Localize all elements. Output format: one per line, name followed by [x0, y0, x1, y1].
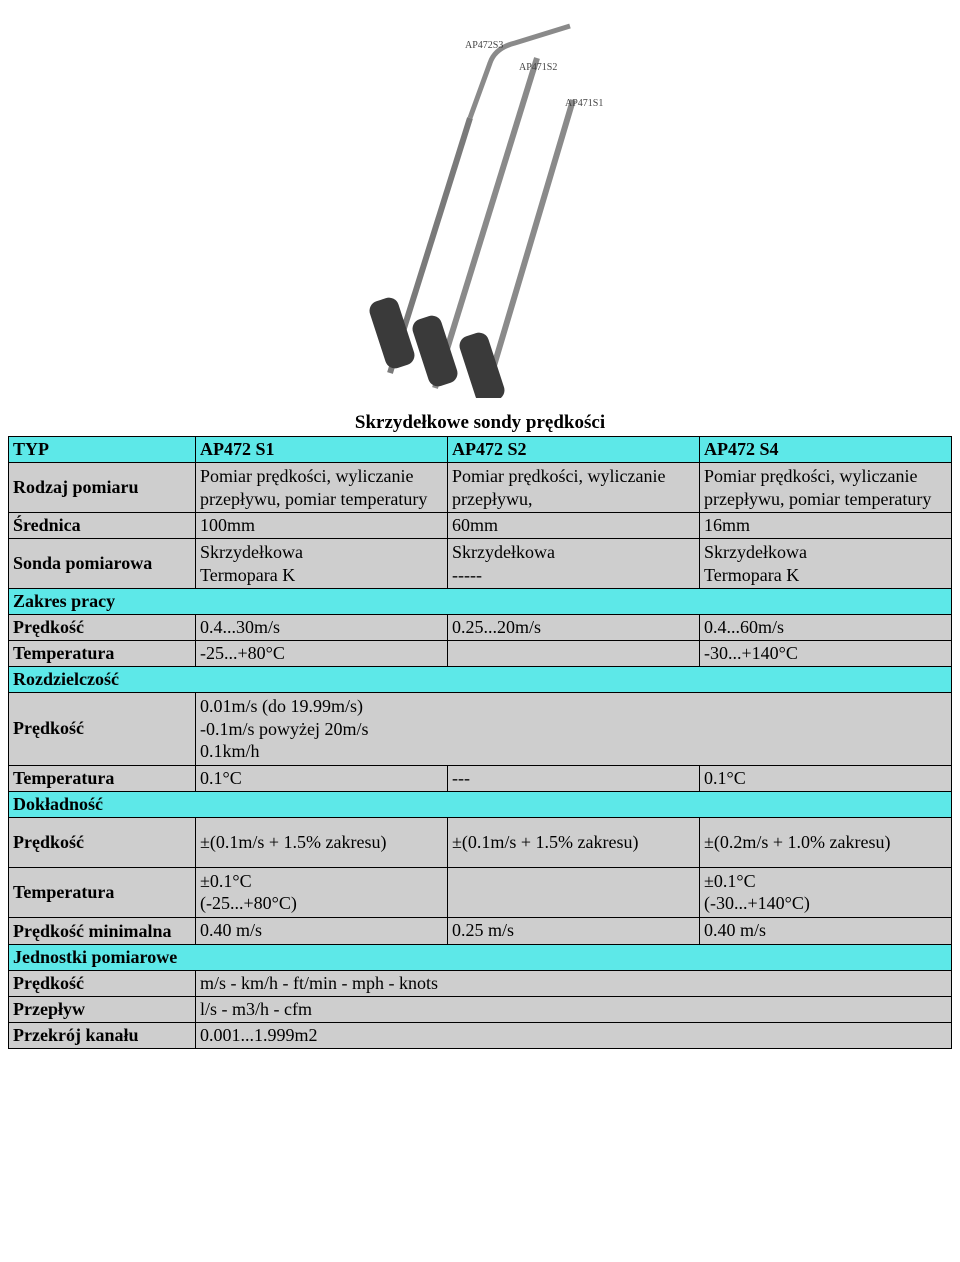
cell: 0.1°C [700, 765, 952, 791]
cell: 0.4...30m/s [196, 615, 448, 641]
cell: 100mm [196, 513, 448, 539]
cell [448, 867, 700, 917]
row-rozdz-temp: Temperatura 0.1°C --- 0.1°C [9, 765, 952, 791]
cell: ±(0.1m/s + 1.5% zakresu) [448, 817, 700, 867]
label-predkosc-min: Prędkość minimalna [9, 917, 196, 945]
cell: 0.40 m/s [700, 917, 952, 945]
section-label: Dokładność [9, 791, 952, 817]
cell: SkrzydełkowaTermopara K [700, 539, 952, 589]
label-srednica: Średnica [9, 513, 196, 539]
cell: 0.001...1.999m2 [196, 1023, 952, 1049]
row-sonda: Sonda pomiarowa SkrzydełkowaTermopara K … [9, 539, 952, 589]
cell: ±(0.1m/s + 1.5% zakresu) [196, 817, 448, 867]
label-predkosc: Prędkość [9, 615, 196, 641]
label-przeplyw: Przepływ [9, 997, 196, 1023]
cell: 0.40 m/s [196, 917, 448, 945]
cell: Pomiar prędkości, wyliczanie przepływu, … [196, 463, 448, 513]
row-zakres-predkosc: Prędkość 0.4...30m/s 0.25...20m/s 0.4...… [9, 615, 952, 641]
cell: --- [448, 765, 700, 791]
row-rodzaj-pomiaru: Rodzaj pomiaru Pomiar prędkości, wylicza… [9, 463, 952, 513]
cell: Skrzydełkowa----- [448, 539, 700, 589]
probe-label-1: AP472S3 [465, 40, 503, 51]
label-predkosc: Prędkość [9, 817, 196, 867]
cell: 0.25...20m/s [448, 615, 700, 641]
cell: 60mm [448, 513, 700, 539]
table-title: Skrzydełkowe sondy prędkości [8, 412, 952, 434]
cell: SkrzydełkowaTermopara K [196, 539, 448, 589]
label-predkosc: Prędkość [9, 971, 196, 997]
row-jed-przeplyw: Przepływ l/s - m3/h - cfm [9, 997, 952, 1023]
cell: l/s - m3/h - cfm [196, 997, 952, 1023]
section-label: Zakres pracy [9, 589, 952, 615]
cell: ±0.1°C(-25...+80°C) [196, 867, 448, 917]
spec-table: TYP AP472 S1 AP472 S2 AP472 S4 Rodzaj po… [8, 436, 952, 1049]
header-col3: AP472 S4 [700, 437, 952, 463]
label-temperatura: Temperatura [9, 867, 196, 917]
label-rodzaj-pomiaru: Rodzaj pomiaru [9, 463, 196, 513]
row-jed-predkosc: Prędkość m/s - km/h - ft/min - mph - kno… [9, 971, 952, 997]
row-dokl-predkosc: Prędkość ±(0.1m/s + 1.5% zakresu) ±(0.1m… [9, 817, 952, 867]
cell: m/s - km/h - ft/min - mph - knots [196, 971, 952, 997]
row-zakres-temp: Temperatura -25...+80°C -30...+140°C [9, 641, 952, 667]
header-typ: TYP [9, 437, 196, 463]
cell: 0.25 m/s [448, 917, 700, 945]
row-przekroj: Przekrój kanału 0.001...1.999m2 [9, 1023, 952, 1049]
cell: 16mm [700, 513, 952, 539]
cell: -30...+140°C [700, 641, 952, 667]
row-dokl-temp: Temperatura ±0.1°C(-25...+80°C) ±0.1°C(-… [9, 867, 952, 917]
section-rozdzielczosc: Rozdzielczość [9, 667, 952, 693]
label-przekroj: Przekrój kanału [9, 1023, 196, 1049]
cell: -25...+80°C [196, 641, 448, 667]
cell: 0.4...60m/s [700, 615, 952, 641]
probe-label-2: AP471S2 [519, 62, 557, 73]
section-label: Jednostki pomiarowe [9, 945, 952, 971]
label-temperatura: Temperatura [9, 641, 196, 667]
probe-label-3: AP471S1 [565, 98, 603, 109]
header-col2: AP472 S2 [448, 437, 700, 463]
section-zakres-pracy: Zakres pracy [9, 589, 952, 615]
header-col1: AP472 S1 [196, 437, 448, 463]
product-image: AP472S3 AP471S2 AP471S1 [315, 8, 645, 398]
cell: Pomiar prędkości, wyliczanie przepływu, … [700, 463, 952, 513]
cell: 0.1°C [196, 765, 448, 791]
label-sonda: Sonda pomiarowa [9, 539, 196, 589]
header-row: TYP AP472 S1 AP472 S2 AP472 S4 [9, 437, 952, 463]
section-jednostki: Jednostki pomiarowe [9, 945, 952, 971]
cell: ±0.1°C(-30...+140°C) [700, 867, 952, 917]
row-predkosc-min: Prędkość minimalna 0.40 m/s 0.25 m/s 0.4… [9, 917, 952, 945]
cell: ±(0.2m/s + 1.0% zakresu) [700, 817, 952, 867]
cell: Pomiar prędkości, wyliczanie przepływu, [448, 463, 700, 513]
cell [448, 641, 700, 667]
section-label: Rozdzielczość [9, 667, 952, 693]
section-dokladnosc: Dokładność [9, 791, 952, 817]
row-srednica: Średnica 100mm 60mm 16mm [9, 513, 952, 539]
cell: 0.01m/s (do 19.99m/s)-0.1m/s powyżej 20m… [196, 693, 952, 766]
row-rozdz-predkosc: Prędkość 0.01m/s (do 19.99m/s)-0.1m/s po… [9, 693, 952, 766]
label-predkosc: Prędkość [9, 693, 196, 766]
label-temperatura: Temperatura [9, 765, 196, 791]
